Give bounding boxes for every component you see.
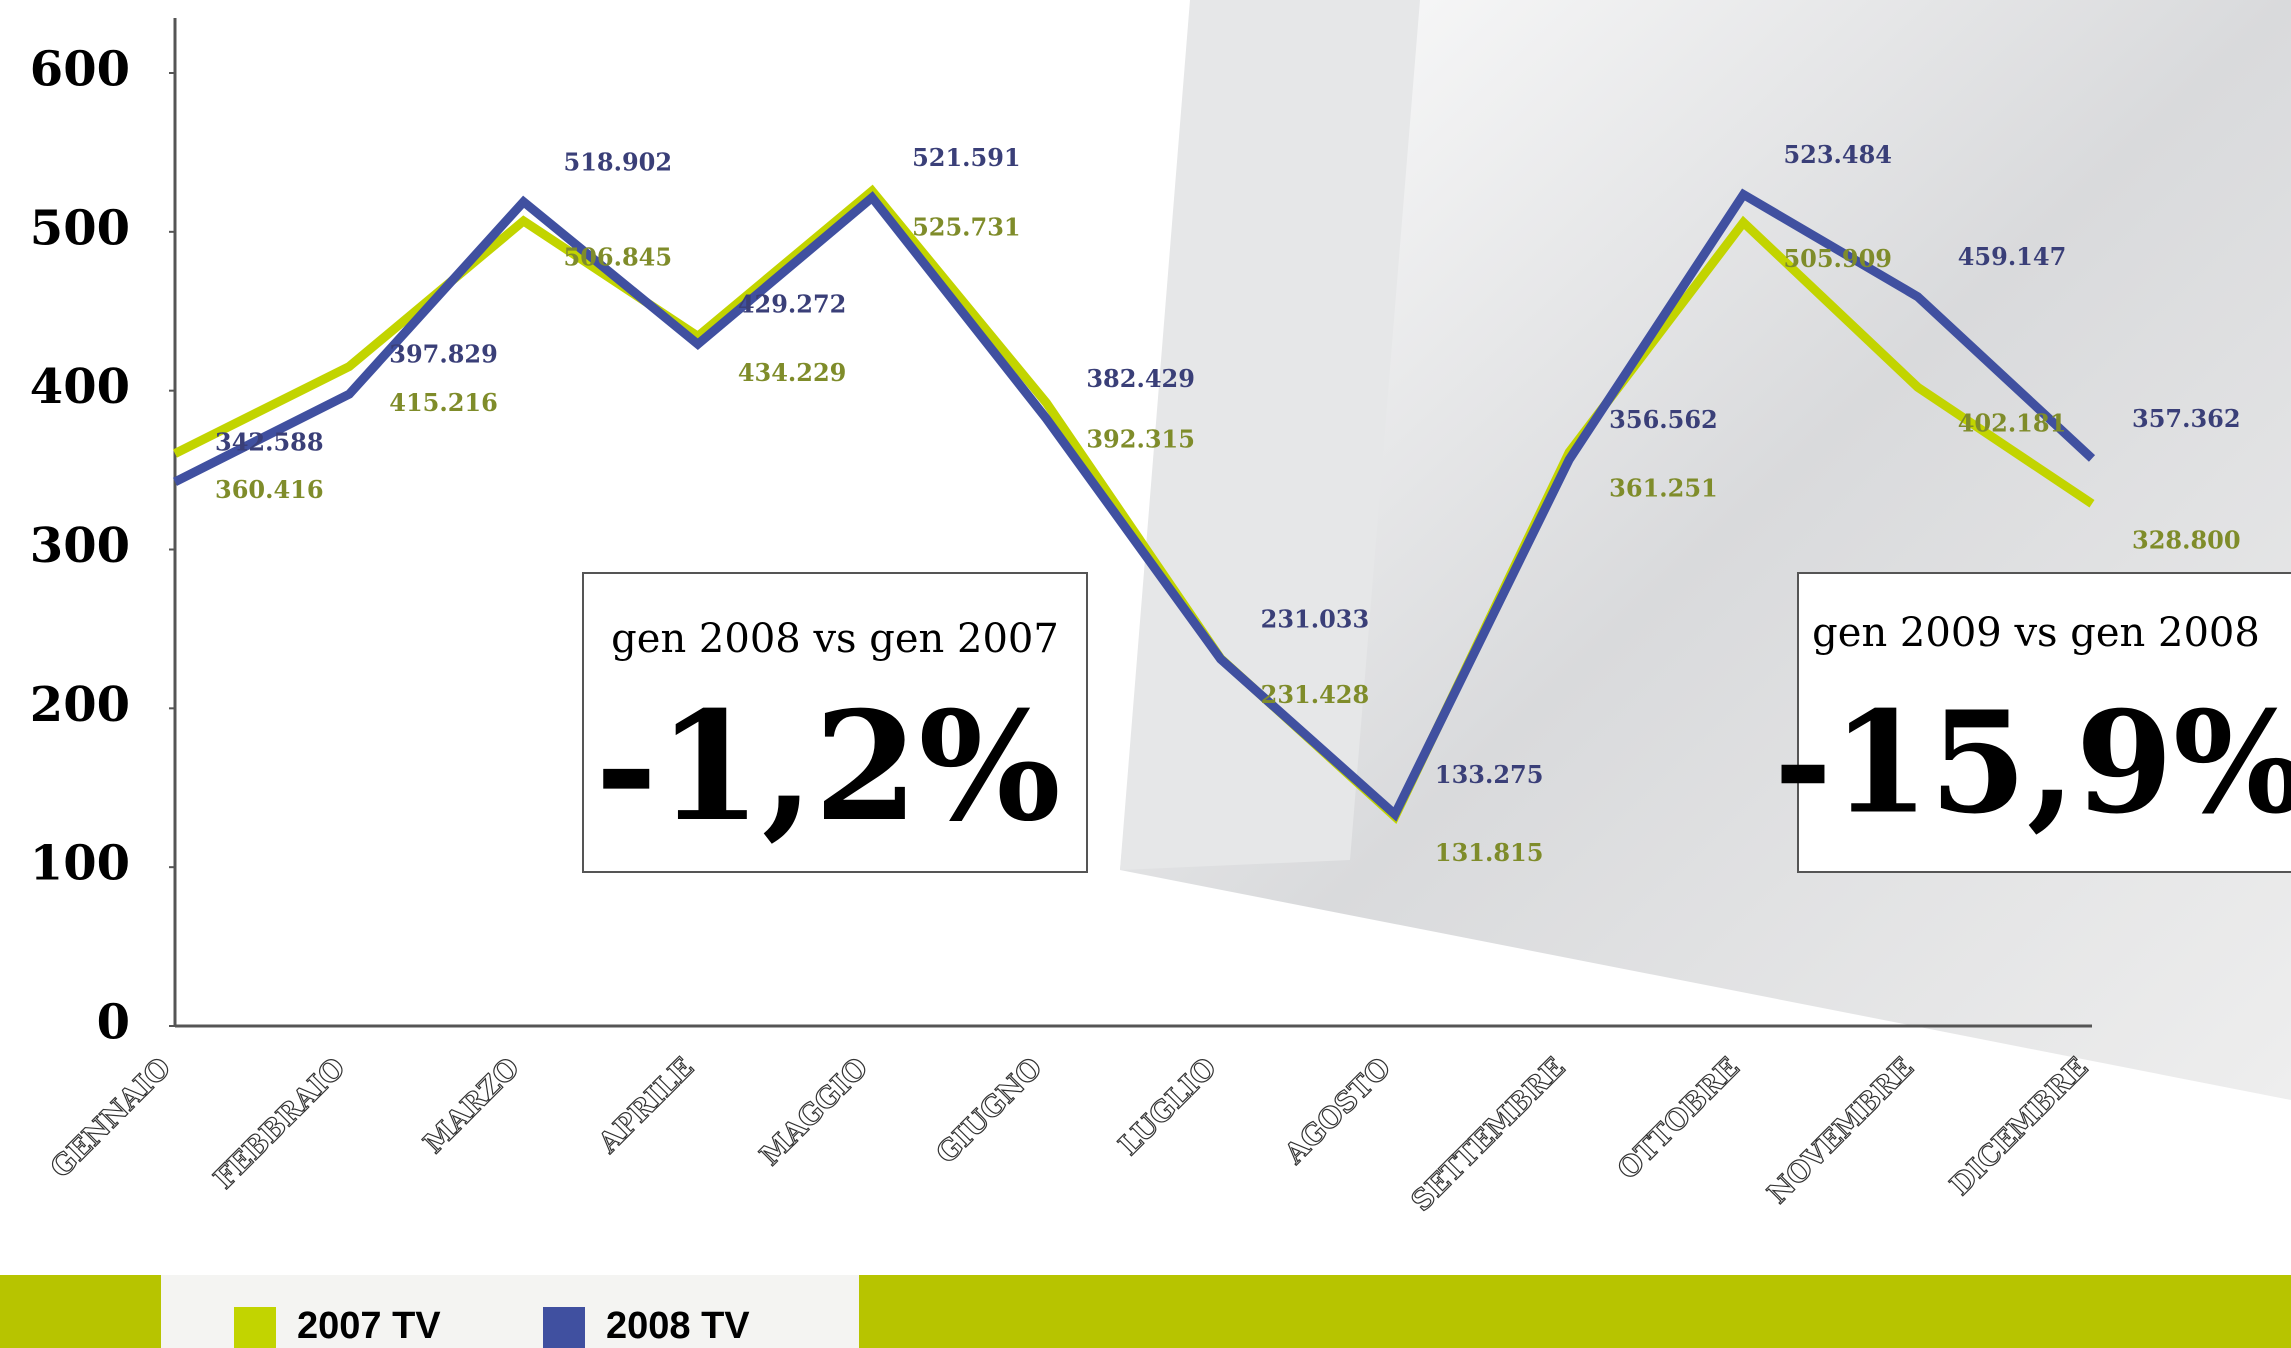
series-line (172, 184, 2095, 825)
annotation-figure: -1,2% (595, 679, 1061, 855)
y-tick-label: 600 (30, 42, 130, 98)
data-label: 361.251 (1609, 474, 1718, 503)
data-label: 328.800 (2132, 525, 2241, 554)
x-tick-label: MARZO (417, 1051, 526, 1160)
series-line (172, 188, 2096, 822)
data-label: 459.147 (1958, 242, 2067, 271)
x-tick-label: GENNAIO (44, 1051, 177, 1184)
y-tick-label: 100 (30, 836, 130, 892)
y-tick-label: 0 (97, 995, 130, 1051)
y-tick-label: 300 (30, 518, 130, 574)
x-tick-label: AGOSTO (1277, 1051, 1397, 1171)
annotation-caption: gen 2008 vs gen 2007 (611, 616, 1059, 662)
data-label: 429.272 (738, 290, 847, 319)
annotation-figure: -15,9% (1774, 682, 2291, 846)
data-label: 342.588 (215, 427, 324, 456)
data-label: 434.229 (738, 358, 847, 387)
data-label: 402.181 (1958, 409, 2067, 438)
x-tick-label: NOVEMBRE (1761, 1051, 1920, 1210)
x-tick-label: LUGLIO (1112, 1051, 1223, 1162)
x-tick-label: FEBBRAIO (207, 1051, 351, 1195)
data-label: 518.902 (564, 147, 673, 176)
x-tick-label: APRILE (591, 1051, 700, 1160)
data-label: 131.815 (1435, 838, 1544, 867)
data-label: 415.216 (389, 388, 498, 417)
data-label: 392.315 (1086, 424, 1195, 453)
data-label: 521.591 (912, 143, 1021, 172)
y-tick-label: 400 (30, 359, 130, 415)
legend-swatch (234, 1307, 276, 1348)
data-label: 525.731 (912, 212, 1021, 241)
legend-label: 2007 TV (297, 1305, 441, 1347)
data-label: 357.362 (2132, 404, 2241, 433)
background-monitor-edge (1120, 0, 1420, 870)
data-label: 523.484 (1783, 140, 1892, 169)
data-label: 397.829 (389, 340, 498, 369)
y-tick-label: 200 (30, 677, 130, 733)
data-label: 133.275 (1435, 760, 1544, 789)
x-tick-label: DICEMBRE (1943, 1051, 2094, 1202)
annotation-box (1797, 572, 2291, 873)
plot-area: 0 100 200 300 400 500 600 GENNAIO FEBBRAIO MARZO A… (30, 18, 2241, 1218)
x-tick-label: GIUGNO (930, 1051, 1049, 1170)
data-label: 231.428 (1261, 680, 1370, 709)
annotation-caption: gen 2009 vs gen 2008 (1812, 610, 2260, 656)
y-tick-label: 500 (30, 200, 130, 256)
legend-panel (161, 1275, 859, 1348)
x-tick-label: MAGGIO (753, 1051, 874, 1172)
data-label: 505.909 (1783, 244, 1892, 273)
legend-label: 2008 TV (606, 1305, 750, 1347)
data-label: 506.845 (564, 242, 673, 271)
x-tick-label: SETTEMBRE (1405, 1051, 1572, 1218)
data-label: 231.033 (1261, 605, 1370, 634)
x-tick-label: OTTOBRE (1611, 1051, 1746, 1186)
data-label: 356.562 (1609, 405, 1718, 434)
annotation-box (582, 572, 1088, 873)
legend-swatch (543, 1307, 585, 1348)
data-label: 360.416 (215, 475, 324, 504)
data-label: 382.429 (1086, 364, 1195, 393)
